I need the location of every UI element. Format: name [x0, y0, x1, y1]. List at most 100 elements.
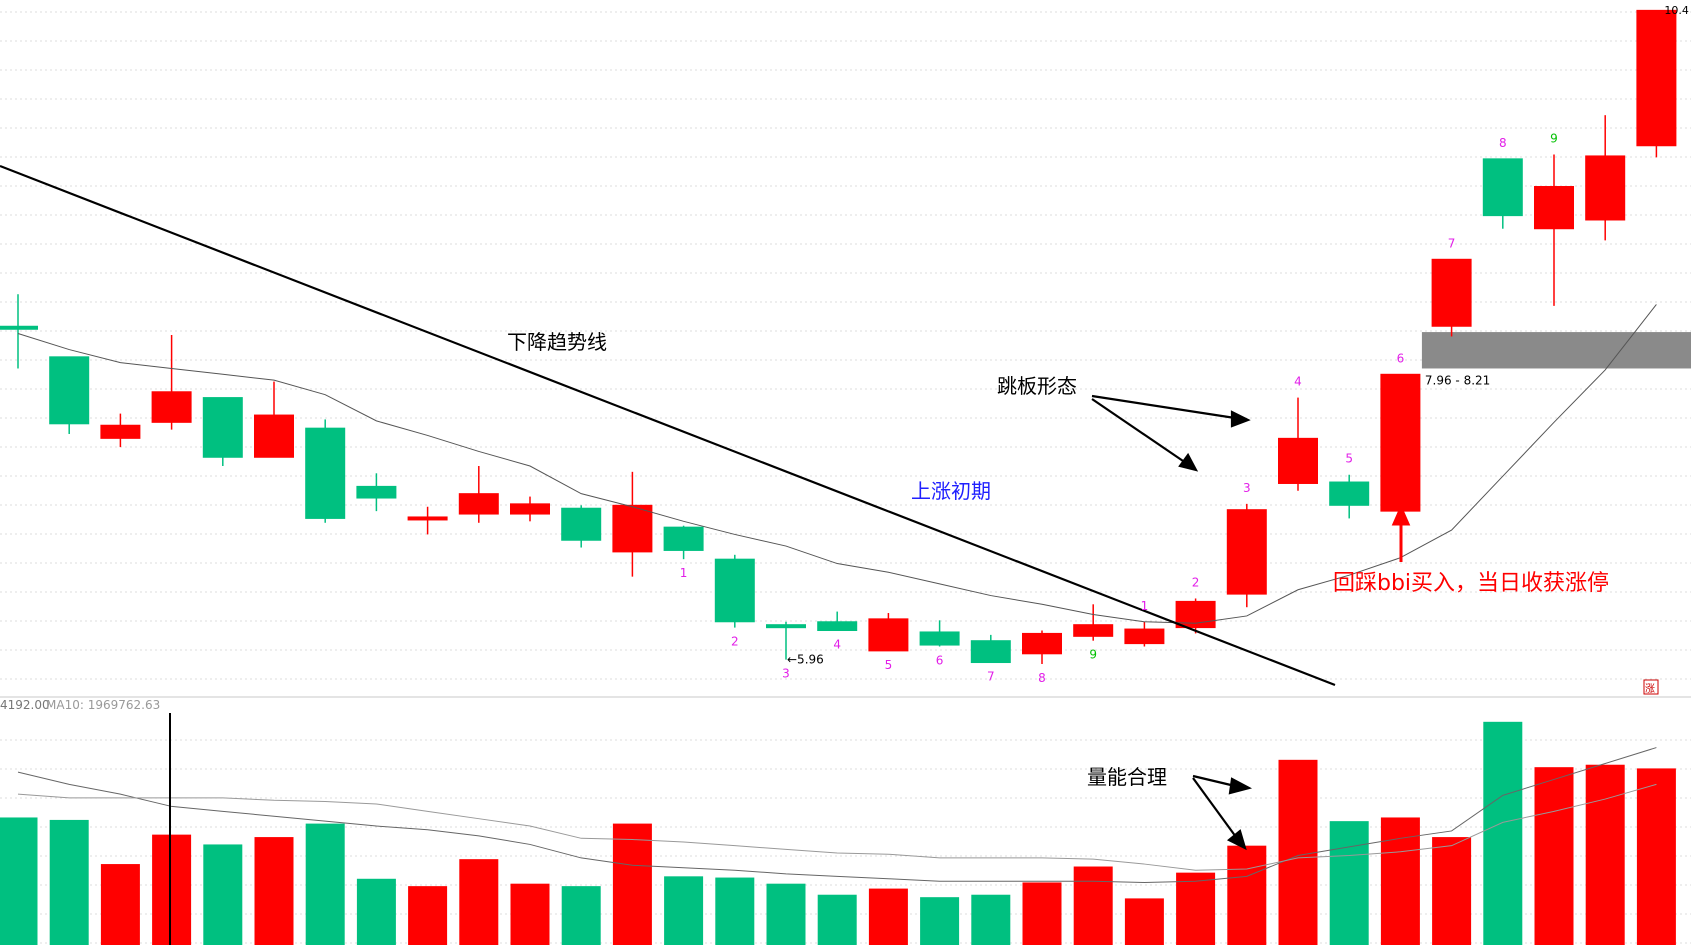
volume-bars: [0, 721, 1676, 945]
volume-ma-line-long: [17, 783, 1657, 871]
volume-bar: [1022, 882, 1062, 945]
sequence-tags: 1 2 3 4 5 6 7 8 9 1 2 3 4 5 6 7 8 9: [680, 131, 1558, 685]
volume-bar: [1483, 721, 1523, 945]
candle: [663, 525, 704, 560]
candle-body: [458, 493, 499, 515]
candle: [612, 471, 653, 577]
sequence-tag: 8: [1038, 671, 1046, 685]
candle-body: [612, 504, 653, 553]
candle-body: [49, 356, 90, 425]
sequence-tag: 7: [1448, 236, 1456, 250]
candle-body: [1226, 509, 1267, 595]
volume-bar: [715, 877, 755, 945]
candle-body: [714, 558, 755, 623]
candle: [970, 634, 1011, 664]
candle: [407, 506, 448, 535]
candle-body: [1022, 632, 1062, 655]
volume-bar: [459, 859, 499, 945]
volume-ma-label: MA10: 1969762.63: [46, 698, 160, 712]
volume-bar: [203, 844, 243, 945]
candle: [1175, 598, 1216, 634]
candle-body: [100, 424, 141, 439]
candle: [151, 334, 192, 430]
volume-bar: [766, 883, 806, 945]
candle-body: [1278, 437, 1318, 484]
low-price-label: ←5.96: [787, 653, 824, 667]
volume-label: 量能合理: [1087, 765, 1167, 789]
sequence-tag: 2: [1192, 575, 1200, 589]
candle: [1534, 154, 1574, 306]
candle-body: [1380, 373, 1421, 512]
candle: [1636, 9, 1677, 158]
support-zone: 7.96 - 8.21: [1421, 332, 1691, 387]
volume-bar: [510, 883, 550, 945]
sequence-tag: 3: [1243, 481, 1251, 495]
support-zone-label: 7.96 - 8.21: [1425, 373, 1490, 387]
candle-body: [1534, 186, 1574, 230]
volume-bar: [612, 823, 652, 945]
candle: [305, 419, 346, 523]
volume-bar: [1227, 845, 1267, 945]
candle-body: [1431, 258, 1472, 327]
candle-body: [868, 618, 909, 652]
high-price-label: 10.4: [1664, 4, 1689, 17]
candle-body: [1329, 481, 1370, 506]
sequence-tag: 9: [1089, 648, 1097, 662]
buy-arrow: [1391, 504, 1411, 562]
price-panel: 7.96 - 8.21 1 2 3 4 5 6 7 8 9 1 2 3 4 5 6 7 8 9 ←5.96 10.…: [0, 4, 1691, 695]
candle-body: [1124, 628, 1165, 645]
sequence-tag: 7: [987, 670, 995, 684]
buy-signal-label: 回踩bbi买入，当日收获涨停: [1333, 571, 1609, 596]
candle-body: [1585, 155, 1626, 221]
candle: [1124, 621, 1165, 647]
candle-body: [202, 397, 243, 458]
candle-body: [254, 414, 294, 458]
volume-ma-line-short: [17, 747, 1657, 883]
candle-body: [919, 631, 960, 646]
candle: [100, 413, 141, 448]
sequence-tag: 4: [833, 638, 841, 652]
volume-bar: [971, 894, 1011, 945]
sequence-tag: 2: [731, 635, 739, 649]
candle: [919, 620, 960, 647]
candle: [1226, 503, 1267, 608]
candle-body: [766, 624, 806, 629]
candle-body: [1073, 624, 1114, 637]
sequence-tag: 5: [885, 658, 893, 672]
candle: [714, 554, 755, 628]
candle: [254, 381, 294, 458]
candle: [561, 505, 602, 548]
candle: [1482, 158, 1523, 229]
candle: [817, 611, 858, 632]
candle: [510, 496, 550, 522]
volume-bar: [1124, 898, 1164, 945]
candle-body: [0, 325, 38, 330]
candle-body: [510, 503, 550, 515]
volume-bar: [1432, 837, 1472, 945]
candle: [1585, 115, 1626, 241]
rise-stage-label: 上涨初期: [911, 479, 991, 503]
volume-bar: [356, 878, 396, 945]
candle-body: [663, 526, 704, 551]
sequence-tag: 6: [936, 654, 944, 668]
candle-body: [970, 640, 1011, 664]
candle: [202, 397, 243, 467]
candle: [1329, 474, 1370, 519]
volume-bar: [408, 886, 448, 945]
sequence-tag: 4: [1294, 375, 1302, 389]
sequence-tag: 1: [1141, 599, 1149, 613]
volume-bar: [305, 823, 345, 945]
candle-body: [356, 485, 397, 499]
springboard-arrows: [1091, 394, 1251, 472]
candle: [1278, 397, 1318, 491]
sequence-tag: 8: [1499, 136, 1507, 150]
candle-body: [151, 391, 192, 423]
candle: [868, 613, 909, 652]
volume-bar: [868, 888, 908, 945]
volume-arrows: [1192, 774, 1253, 851]
candle: [766, 621, 806, 660]
candle-body: [817, 621, 858, 632]
volume-bar: [1636, 768, 1676, 945]
downtrend-label: 下降趋势线: [507, 330, 607, 354]
